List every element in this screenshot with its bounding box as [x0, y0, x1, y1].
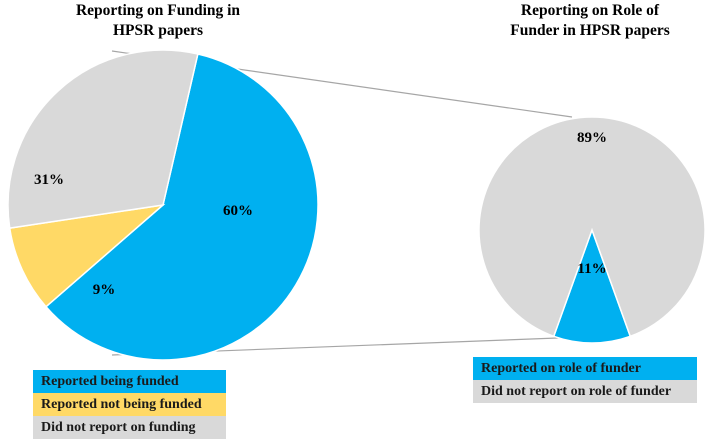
- data-label-reported-not-being-funded: 9%: [93, 282, 116, 298]
- legend-item-reported-funded: Reported being funded: [33, 370, 226, 393]
- data-label-reported-on-role-of-funder: 11%: [577, 261, 606, 277]
- chart-title-role-of-funder-line-2: Funder in HPSR papers: [510, 22, 669, 39]
- chart-title-role-of-funder-line-1: Reporting on Role of: [521, 2, 660, 19]
- legend-item-no-report-role: Did not report on role of funder: [473, 380, 697, 403]
- legend-right: Reported on role of funder Did not repor…: [473, 357, 697, 403]
- pie-slice-reported-on-role-of-funder: [552, 227, 632, 344]
- legend-left: Reported being funded Reported not being…: [33, 370, 226, 439]
- chart-title-funding-line-1: Reporting on Funding in: [76, 2, 240, 19]
- pie-slice-reported-not-being-funded: [8, 203, 166, 308]
- legend-item-not-funded: Reported not being funded: [33, 393, 226, 416]
- chart-title-funding-line-2: HPSR papers: [113, 22, 203, 39]
- pie-slice-did-not-report-on-role-of-funder: [478, 116, 706, 338]
- data-label-did-not-report-on-funding: 31%: [34, 172, 64, 188]
- pie-slice-reported-being-funded: [44, 53, 319, 361]
- pie-slice-did-not-report-on-funding: [7, 49, 199, 230]
- legend-item-reported-role: Reported on role of funder: [473, 357, 697, 380]
- data-label-did-not-report-on-role-of-funder: 89%: [577, 130, 607, 146]
- legend-item-no-report-funding: Did not report on funding: [33, 416, 226, 439]
- data-label-reported-being-funded: 60%: [223, 203, 253, 219]
